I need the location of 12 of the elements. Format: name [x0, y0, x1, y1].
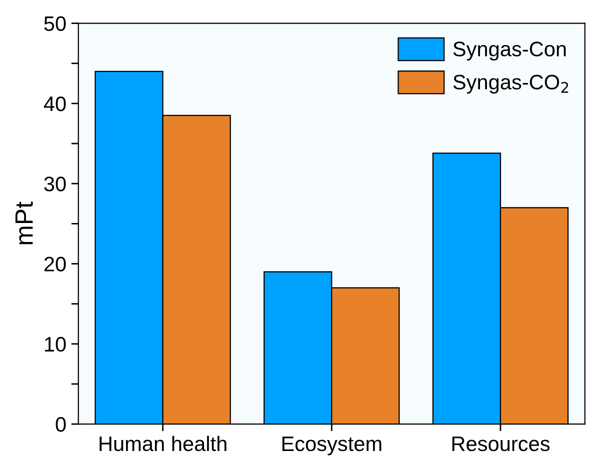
y-tick-label: 30	[44, 176, 66, 192]
legend-label: Syngas-Con	[453, 42, 566, 61]
y-axis-title: mPt	[15, 202, 33, 244]
y-tick-label: 50	[44, 16, 66, 32]
x-tick-label: Ecosystem	[282, 436, 382, 456]
y-tick-label: 0	[56, 417, 66, 432]
legend-label: Syngas-CO$_{2}$	[453, 74, 568, 94]
y-tick-label: 20	[44, 256, 66, 272]
x-tick-label: Resources	[452, 436, 550, 452]
y-tick-label: 10	[45, 336, 66, 352]
x-tick-label: Human health	[100, 436, 226, 452]
y-tick-label: 40	[44, 96, 66, 112]
